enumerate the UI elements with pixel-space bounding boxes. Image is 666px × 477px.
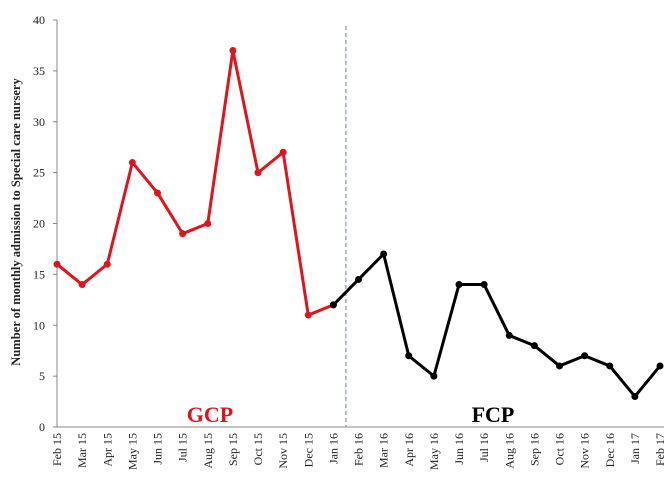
x-tick-label: Mar 15 <box>75 433 89 468</box>
point <box>355 275 362 283</box>
x-tick-label: Jun 16 <box>452 433 466 465</box>
point <box>380 250 388 258</box>
point <box>128 158 136 166</box>
point <box>254 169 262 177</box>
x-tick-label: Jul 15 <box>176 433 190 462</box>
x-tick-label: Sep 15 <box>226 433 240 466</box>
point <box>581 352 589 360</box>
x-tick-label: May 15 <box>125 433 139 470</box>
point <box>179 230 187 238</box>
x-tick-label: Dec 15 <box>301 433 315 467</box>
series-line <box>56 49 334 317</box>
x-tick-label: Jul 16 <box>477 433 491 462</box>
y-tick-label: 35 <box>33 64 45 78</box>
point <box>480 281 488 289</box>
x-tick-label: Apr 15 <box>100 433 114 467</box>
y-tick-label: 40 <box>33 13 45 27</box>
y-tick-label: 25 <box>33 166 45 180</box>
series-line <box>332 252 662 398</box>
y-tick-label: 30 <box>33 115 45 129</box>
point <box>329 301 337 309</box>
x-tick-label: Aug 15 <box>201 433 215 469</box>
x-tick-label: Jan 17 <box>628 433 642 464</box>
point <box>556 362 563 370</box>
y-tick-label: 10 <box>33 318 45 332</box>
y-axis-label: Number of monthly admission to Special c… <box>9 78 23 366</box>
point <box>279 148 287 156</box>
point <box>154 189 161 197</box>
point <box>430 372 438 380</box>
point <box>103 260 111 268</box>
x-tick-label: Oct 15 <box>251 433 265 465</box>
annotation: GCP <box>187 402 233 427</box>
point <box>455 281 463 289</box>
y-tick-label: 0 <box>39 420 45 434</box>
x-tick-label: Feb 17 <box>653 433 666 466</box>
x-tick-label: Apr 16 <box>402 433 416 467</box>
x-tick-label: Jan 16 <box>326 433 340 464</box>
point <box>405 352 413 360</box>
x-tick-label: Jun 15 <box>151 433 165 465</box>
x-tick-label: Nov 16 <box>578 433 592 469</box>
point <box>304 311 312 319</box>
y-tick-label: 20 <box>33 217 45 231</box>
x-tick-label: Feb 16 <box>352 433 366 466</box>
point <box>606 362 614 370</box>
x-tick-label: Sep 16 <box>527 433 541 466</box>
point <box>631 392 639 400</box>
point <box>204 220 212 227</box>
y-tick-label: 5 <box>39 369 45 383</box>
x-tick-label: Mar 16 <box>377 433 391 468</box>
point <box>656 362 664 370</box>
point <box>53 260 61 268</box>
point <box>530 342 538 350</box>
x-tick-label: Nov 15 <box>276 433 290 469</box>
x-tick-label: Aug 16 <box>502 433 516 469</box>
point <box>505 331 513 339</box>
point <box>78 281 86 289</box>
point <box>229 47 237 55</box>
annotation: FCP <box>472 402 515 427</box>
y-tick-label: 15 <box>33 267 45 281</box>
x-tick-label: Feb 15 <box>50 433 64 466</box>
x-tick-label: Oct 16 <box>553 433 567 465</box>
x-tick-label: Dec 16 <box>603 433 617 467</box>
x-tick-label: May 16 <box>427 433 441 470</box>
